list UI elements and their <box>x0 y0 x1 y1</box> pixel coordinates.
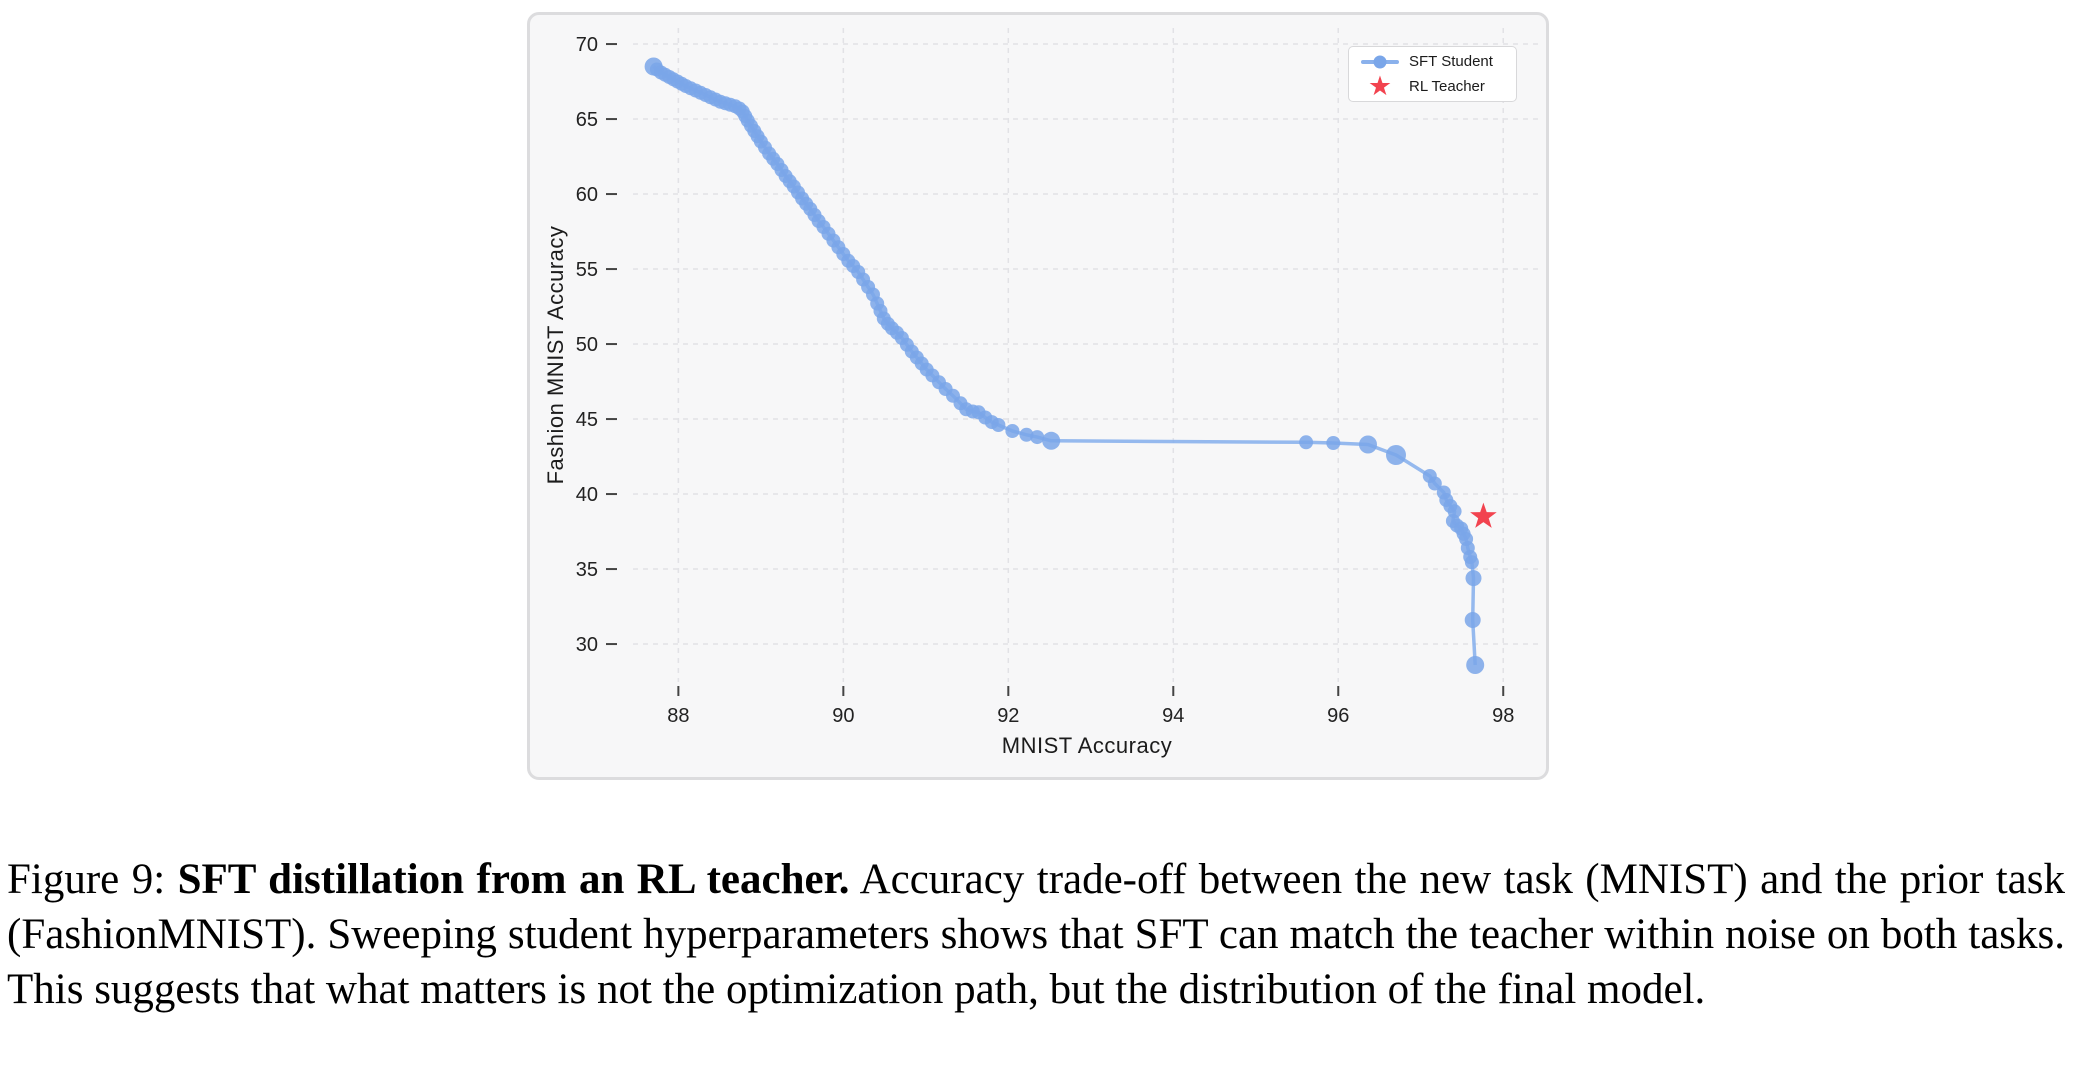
student-data-point <box>1042 431 1061 450</box>
student-data-point <box>1465 570 1482 587</box>
y-tick-label: 70 <box>576 34 598 56</box>
y-tick-label: 30 <box>576 634 598 656</box>
chart-legend: SFT Student ★ RL Teacher <box>1348 46 1517 102</box>
y-tick-label: 55 <box>576 259 598 281</box>
y-tick-label: 65 <box>576 109 598 131</box>
caption-prefix: Figure 9: <box>7 856 178 903</box>
x-tick-label: 96 <box>1327 705 1349 727</box>
star-icon: ★ <box>1367 71 1393 102</box>
student-data-point <box>1386 445 1406 465</box>
teacher-star <box>1470 502 1497 528</box>
figure-caption: Figure 9: SFT distillation from an RL te… <box>7 852 2065 1017</box>
student-data-point <box>991 418 1006 432</box>
x-tick-label: 90 <box>832 705 854 727</box>
x-axis-title: MNIST Accuracy <box>1001 733 1173 758</box>
student-data-point <box>1005 424 1020 438</box>
student-data-point <box>1464 612 1481 628</box>
y-tick-label: 50 <box>576 334 598 356</box>
legend-label: RL Teacher <box>1409 77 1485 95</box>
y-tick-label: 45 <box>576 409 598 431</box>
x-tick-label: 94 <box>1162 705 1184 727</box>
legend-item-rl-teacher: ★ RL Teacher <box>1359 71 1506 102</box>
student-data-point <box>1299 435 1314 450</box>
student-data-point <box>1464 555 1479 570</box>
figure-chart-card: 30 35 40 45 50 55 60 65 70 88 90 92 94 96 98 Fashion M… <box>527 12 1549 780</box>
student-data-point <box>1466 656 1485 674</box>
student-data-point <box>1030 430 1045 445</box>
caption-bold-title: SFT distillation from an RL teacher. <box>177 856 850 903</box>
y-axis-title: Fashion MNIST Accuracy <box>543 225 568 485</box>
y-tick-label: 60 <box>576 184 598 206</box>
line-dot-marker-icon <box>1359 55 1401 69</box>
y-tick-label: 35 <box>576 559 598 581</box>
x-tick-label: 92 <box>997 705 1019 727</box>
legend-item-sft-student: SFT Student <box>1359 51 1506 73</box>
student-data-point <box>1427 476 1442 491</box>
x-tick-label: 88 <box>667 705 689 727</box>
x-tick-label: 98 <box>1492 705 1514 727</box>
y-tick-label: 40 <box>576 484 598 506</box>
legend-label: SFT Student <box>1409 53 1493 71</box>
plot-area: 30 35 40 45 50 55 60 65 70 88 90 92 94 96 98 <box>576 28 1542 727</box>
caption-body: Accuracy trade-off between the new task … <box>7 856 2065 1013</box>
student-data-point <box>1326 436 1341 450</box>
student-data-point <box>1019 427 1034 442</box>
student-data-point <box>1359 435 1377 454</box>
